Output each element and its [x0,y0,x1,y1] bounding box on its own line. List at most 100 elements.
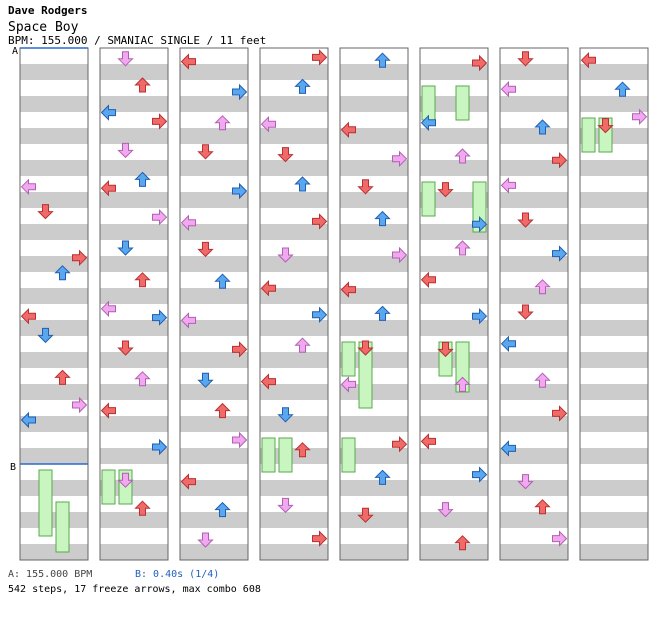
beat-stripe [500,416,568,432]
step-arrow-left [500,177,516,194]
step-arrow-down [117,240,134,256]
beat-stripe [260,288,328,304]
step-arrow-left [20,411,36,429]
beat-stripe [420,224,488,240]
beat-stripe [500,160,568,176]
step-arrow-down [517,474,534,490]
step-arrow-up [214,501,231,518]
beat-stripe [20,384,88,400]
beat-stripe [180,320,248,336]
step-arrow-down [517,212,534,228]
beat-stripe [580,64,648,80]
step-arrow-up [614,81,631,97]
beat-stripe [20,352,88,368]
step-arrow-up [294,337,311,353]
beat-stripe [20,224,88,240]
step-arrow-right [232,431,248,449]
step-arrow-left [180,53,196,70]
beat-stripe [260,480,328,496]
step-arrow-right [472,307,488,325]
beat-stripe [420,544,488,560]
step-arrow-up [134,500,151,516]
freeze-arrow [101,469,116,505]
beat-stripe [420,256,488,272]
step-arrow-left [500,80,516,98]
beat-stripe [260,160,328,176]
beat-stripe [100,320,168,336]
beat-stripe [100,160,168,176]
beat-stripe [20,128,88,144]
freeze-arrow [341,341,356,377]
beat-stripe [340,192,408,208]
step-arrow-up [454,148,471,164]
beat-stripe [420,288,488,304]
step-arrow-right [312,49,328,66]
step-arrow-up [294,78,311,94]
beat-stripe [580,352,648,368]
beat-stripe [500,192,568,208]
beat-stripe [580,480,648,496]
beat-stripe [260,96,328,112]
step-arrow-right [152,438,168,456]
beat-stripe [420,64,488,80]
beat-stripe [20,480,88,496]
step-arrow-right [312,213,328,230]
step-arrow-left [420,114,436,132]
beat-stripe [100,256,168,272]
step-arrow-right [392,246,408,264]
beat-stripe [180,384,248,400]
beat-stripe [260,64,328,80]
step-arrow-down [277,407,294,423]
step-arrow-left [100,402,116,419]
beat-stripe [500,320,568,336]
beat-stripe [420,512,488,528]
beat-stripe [180,544,248,560]
step-arrow-right [72,396,88,414]
beat-stripe [500,128,568,144]
step-arrow-down [197,532,214,548]
artist-name: Dave Rodgers [8,4,88,17]
beat-stripe [500,64,568,80]
step-arrow-left [260,279,276,297]
stop-note: B: 0.40s (1/4) [135,569,220,580]
freeze-arrow [455,341,470,393]
step-arrow-up [374,210,391,227]
step-arrow-right [552,405,568,422]
step-arrow-right [392,150,408,168]
beat-stripe [340,64,408,80]
step-arrow-down [277,247,294,263]
beat-stripe [500,224,568,240]
beat-stripe [260,224,328,240]
step-arrow-left [20,178,36,196]
step-arrow-right [152,208,168,226]
beat-stripe [340,224,408,240]
beat-stripe [100,448,168,464]
step-arrow-right [392,435,408,453]
beat-stripe [500,544,568,560]
chart-column [419,47,489,561]
beat-stripe [420,128,488,144]
beat-stripe [180,96,248,112]
step-arrow-up [534,499,551,515]
beat-stripe [500,352,568,368]
step-arrow-up [294,176,311,192]
beat-stripe [340,416,408,432]
step-arrow-left [340,376,356,393]
beat-stripe [100,544,168,560]
beat-stripe [20,288,88,304]
beat-stripe [100,384,168,400]
step-arrow-up [294,442,311,458]
beat-stripe [100,96,168,112]
freeze-arrow [421,85,436,121]
beat-stripe [100,512,168,528]
bpm-note: A: 155.000 BPM [8,569,93,580]
beat-stripe [20,192,88,208]
step-arrow-left [100,300,116,318]
marker-b-label: B [10,462,17,473]
beat-stripe [260,416,328,432]
step-arrow-up [214,115,231,131]
step-arrow-down [437,502,454,518]
step-arrow-down [117,51,134,67]
step-arrow-up [374,52,391,68]
chart-stats: 542 steps, 17 freeze arrows, max combo 6… [8,584,261,595]
